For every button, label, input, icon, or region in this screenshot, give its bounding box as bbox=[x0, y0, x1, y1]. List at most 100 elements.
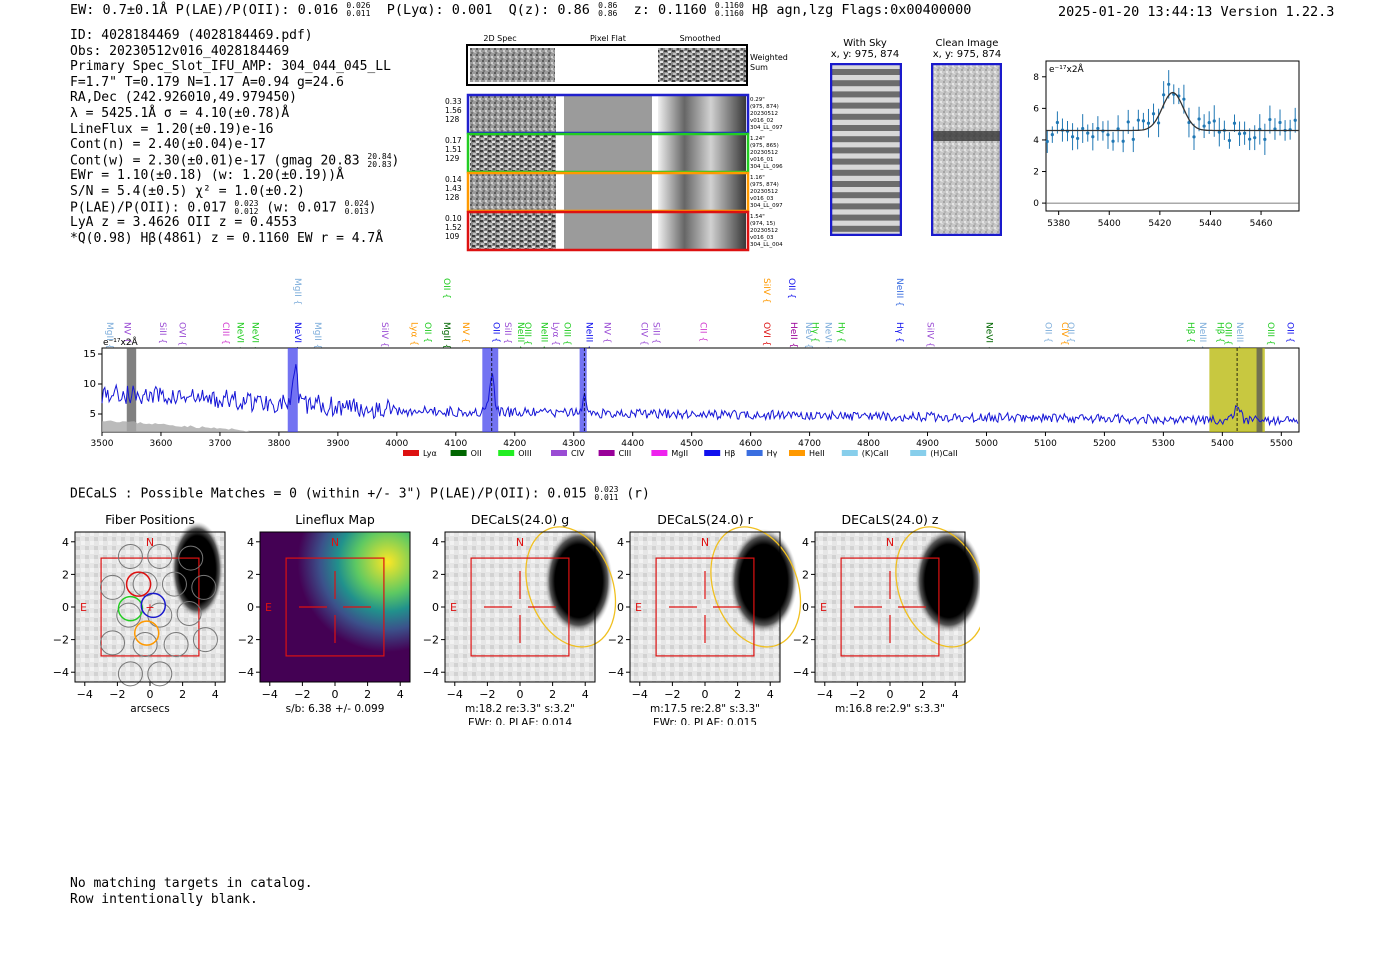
panel-xtick: −2 bbox=[849, 688, 865, 701]
galaxy-blob bbox=[914, 528, 980, 633]
fit-point bbox=[1293, 118, 1297, 122]
fit-point bbox=[1156, 121, 1161, 125]
fit-xtick: 5460 bbox=[1250, 219, 1273, 229]
panel-xtick: 0 bbox=[147, 688, 154, 701]
fit-point bbox=[1243, 131, 1247, 135]
info-id: ID: 4028184469 (4028184469.pdf) bbox=[70, 28, 313, 43]
north-label: N bbox=[331, 536, 339, 549]
header-summary: EW: 0.7±0.1Å P(LAE)/P(OII): 0.016 0.026 0… bbox=[70, 1, 972, 19]
fit-point bbox=[1278, 120, 1282, 125]
panel-xtick: 2 bbox=[549, 688, 556, 701]
fit-point bbox=[1197, 117, 1201, 121]
fiber-circle bbox=[161, 571, 187, 597]
panel-ytick: 0 bbox=[62, 601, 69, 614]
panel-xtick: 4 bbox=[582, 688, 589, 701]
cutout-right-label: (975, 874) bbox=[750, 182, 779, 188]
col-smoothed: Smoothed bbox=[680, 34, 721, 43]
header-plya: P(Lyα): 0.001 bbox=[386, 2, 493, 18]
panel-title: Lineflux Map bbox=[295, 512, 375, 527]
panel-ytick: −2 bbox=[238, 634, 254, 647]
fit-point bbox=[1096, 126, 1100, 131]
panel-xtick: −2 bbox=[664, 688, 680, 701]
spectrum-xtick: 5000 bbox=[975, 439, 998, 449]
legend-label: CIV bbox=[571, 449, 585, 458]
panel-xtick: 4 bbox=[397, 688, 404, 701]
spectrum-line-label: NeIII { bbox=[1197, 322, 1207, 351]
fit-point bbox=[1086, 131, 1090, 135]
info-cont-w: Cont(w) = 2.30(±0.01)e-17 (gmag 20.83 20… bbox=[70, 151, 400, 169]
panel-caption-2: EWr: 0, PLAE: 0.014 bbox=[468, 717, 572, 725]
spectrum-line-label: CIV { bbox=[1059, 322, 1069, 346]
legend-swatch bbox=[551, 450, 567, 456]
fiber-circle bbox=[100, 574, 125, 600]
spectrum-band bbox=[1256, 348, 1263, 432]
legend-swatch bbox=[498, 450, 515, 456]
legend-swatch bbox=[598, 450, 615, 456]
spectrum-line-label: NeVI { bbox=[984, 322, 994, 352]
spectrum-line-label: SiII { bbox=[157, 322, 167, 344]
fiber-circle bbox=[176, 601, 202, 627]
cutout-right-label: (974, 15) bbox=[750, 221, 775, 227]
panel-caption-2: EWr: 0, PLAE: 0.015 bbox=[653, 717, 757, 725]
svg-text:Weighted: Weighted bbox=[750, 53, 788, 62]
fit-xtick: 5400 bbox=[1098, 219, 1121, 229]
info-sn: S/N = 5.4(±0.5) χ² = 1.0(±0.2) bbox=[70, 183, 305, 199]
spectrum-xtick: 4500 bbox=[680, 439, 703, 449]
panel-title: DECaLS(24.0) g bbox=[471, 512, 569, 527]
fit-point bbox=[1146, 121, 1151, 125]
fit-point bbox=[1227, 138, 1232, 143]
panel-xtick: 0 bbox=[517, 688, 524, 701]
spectrum-line-label: Hγ { bbox=[894, 322, 904, 343]
panel-ytick: −4 bbox=[608, 666, 624, 679]
cutout-left-label: 1.56 bbox=[445, 106, 462, 115]
fit-point bbox=[1076, 136, 1080, 141]
spectrum-line-label: OII { bbox=[1284, 322, 1294, 343]
cutout-right-label: 304_LL_096 bbox=[750, 164, 783, 170]
spectrum-line-label: OVI { bbox=[176, 322, 186, 346]
spectrum-line-label: NV { bbox=[121, 322, 131, 343]
spectrum-line-label: OIII { bbox=[1222, 322, 1232, 346]
fiber-circle bbox=[163, 632, 189, 657]
header-flags: Hβ agn,lzg Flags:0x00400000 bbox=[751, 2, 972, 18]
panel-title: DECaLS(24.0) z bbox=[842, 512, 939, 527]
image-panel-3: DECaLS(24.0) g N E −4 −4 −2 −2 0 0 2 2 4 4 m:18.2 re:… bbox=[423, 512, 617, 725]
cutout-2d bbox=[470, 212, 556, 250]
info-ewr: EWr = 1.10(±0.18) (w: 1.20(±0.19))Å bbox=[70, 168, 344, 184]
spectrum-xtick: 5300 bbox=[1152, 439, 1175, 449]
panel-caption: arcsecs bbox=[130, 703, 169, 715]
fit-point bbox=[1237, 132, 1242, 136]
decals-summary: DECaLS : Possible Matches = 0 (within +/… bbox=[70, 485, 650, 502]
panel-xtick: −2 bbox=[479, 688, 495, 701]
fit-point bbox=[1167, 82, 1171, 86]
fit-ytick: 0 bbox=[1033, 199, 1039, 209]
panel-xtick: 4 bbox=[952, 688, 959, 701]
cutout-left-label: 0.14 bbox=[445, 175, 462, 184]
footer-note: No matching targets in catalog. Row inten… bbox=[70, 876, 313, 907]
spectrum-xtick: 3600 bbox=[150, 439, 173, 449]
spectrum-xtick: 5400 bbox=[1211, 439, 1234, 449]
spectrum-ytick: 5 bbox=[90, 409, 96, 420]
galaxy-blob bbox=[171, 521, 224, 618]
panel-ytick: −4 bbox=[53, 666, 69, 679]
fit-point bbox=[1268, 117, 1272, 122]
legend-swatch bbox=[704, 450, 721, 456]
fit-point bbox=[1151, 112, 1156, 116]
east-label: E bbox=[635, 601, 642, 614]
panel-ytick: −2 bbox=[793, 634, 809, 647]
panel-ytick: 4 bbox=[432, 536, 439, 549]
legend-label: OIII bbox=[518, 449, 531, 458]
legend-label: (H)CaII bbox=[930, 449, 957, 458]
info-cont-n: Cont(n) = 2.40(±0.04)e-17 bbox=[70, 137, 266, 153]
image-panels: Fiber Positions + N E −4 −4 −2 −2 0 0 2 2 4 4 arcsecs L… bbox=[53, 512, 980, 725]
image-panel-5: DECaLS(24.0) z N E −4 −4 −2 −2 0 0 2 2 4 4 m:16.8 re:… bbox=[793, 512, 980, 715]
fit-point bbox=[1111, 139, 1115, 143]
spectrum-line-label: NeIII { bbox=[584, 322, 594, 351]
east-label: E bbox=[820, 601, 827, 614]
spectrum-line bbox=[101, 364, 1299, 427]
panel-ytick: 4 bbox=[247, 536, 254, 549]
cutout-left-label: 109 bbox=[445, 232, 460, 241]
panel-xtick: −4 bbox=[262, 688, 278, 701]
fiber-circle bbox=[147, 543, 173, 569]
spectrum-line-label: MgII { bbox=[441, 322, 451, 349]
spectrum-line-label: SiII { bbox=[502, 322, 512, 344]
